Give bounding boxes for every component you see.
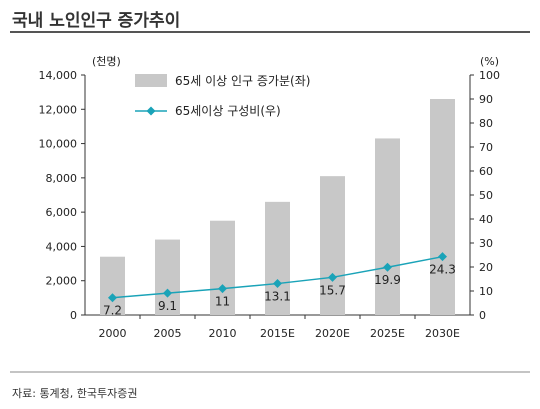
x-tick-label: 2000 bbox=[99, 327, 127, 340]
source-note: 자료: 통계청, 한국투자증권 bbox=[12, 387, 138, 400]
data-label: 24.3 bbox=[429, 263, 456, 277]
y-right-unit-label: (%) bbox=[480, 55, 499, 68]
y-left-tick-label: 14,000 bbox=[39, 69, 78, 82]
y-left-tick-label: 12,000 bbox=[39, 103, 78, 116]
y-right-tick-label: 30 bbox=[479, 237, 493, 250]
line-point bbox=[163, 288, 172, 298]
chart-title: 국내 노인인구 증가추이 bbox=[12, 11, 181, 31]
x-tick-label: 2030E bbox=[425, 327, 460, 340]
bar bbox=[430, 99, 455, 315]
line-point bbox=[108, 293, 117, 303]
x-tick-label: 2015E bbox=[260, 327, 295, 340]
y-left-tick-label: 4,000 bbox=[46, 240, 78, 253]
y-left-tick-label: 2,000 bbox=[46, 275, 78, 288]
bar bbox=[210, 220, 235, 315]
bar bbox=[320, 176, 345, 315]
x-tick-label: 2020E bbox=[315, 327, 350, 340]
data-label: 7.2 bbox=[103, 304, 122, 318]
line-point bbox=[438, 252, 447, 262]
y-right-tick-label: 70 bbox=[479, 141, 493, 154]
y-right-tick-label: 0 bbox=[479, 309, 486, 322]
line-point bbox=[273, 279, 282, 289]
line-point bbox=[328, 272, 337, 282]
y-right-tick-label: 100 bbox=[479, 69, 500, 82]
bar bbox=[100, 256, 125, 315]
x-tick-label: 2025E bbox=[370, 327, 405, 340]
y-right-tick-label: 50 bbox=[479, 189, 493, 202]
y-right-tick-label: 60 bbox=[479, 165, 493, 178]
x-tick-label: 2010 bbox=[209, 327, 237, 340]
legend-label-line: 65세이상 구성비(우) bbox=[175, 104, 281, 118]
legend-swatch-bar bbox=[135, 74, 167, 87]
line-point bbox=[383, 262, 392, 272]
y-right-tick-label: 10 bbox=[479, 285, 493, 298]
line-point bbox=[218, 284, 227, 294]
y-left-tick-label: 0 bbox=[70, 309, 77, 322]
legend-label-bar: 65세 이상 인구 증가분(좌) bbox=[175, 74, 310, 88]
legend-marker-line bbox=[146, 106, 156, 116]
data-label: 9.1 bbox=[158, 299, 177, 313]
x-tick-label: 2005 bbox=[154, 327, 182, 340]
data-label: 19.9 bbox=[374, 273, 401, 287]
bar bbox=[265, 201, 290, 315]
y-left-tick-label: 8,000 bbox=[46, 172, 78, 185]
y-right-tick-label: 20 bbox=[479, 261, 493, 274]
y-left-tick-label: 10,000 bbox=[39, 138, 78, 151]
y-right-tick-label: 90 bbox=[479, 93, 493, 106]
data-label: 13.1 bbox=[264, 290, 291, 304]
bar bbox=[155, 239, 180, 315]
y-right-tick-label: 40 bbox=[479, 213, 493, 226]
data-label: 11 bbox=[215, 295, 230, 309]
y-right-tick-label: 80 bbox=[479, 117, 493, 130]
y-left-unit-label: (천명) bbox=[92, 54, 121, 68]
bar bbox=[375, 138, 400, 315]
data-label: 15.7 bbox=[319, 283, 346, 297]
y-left-tick-label: 6,000 bbox=[46, 206, 78, 219]
